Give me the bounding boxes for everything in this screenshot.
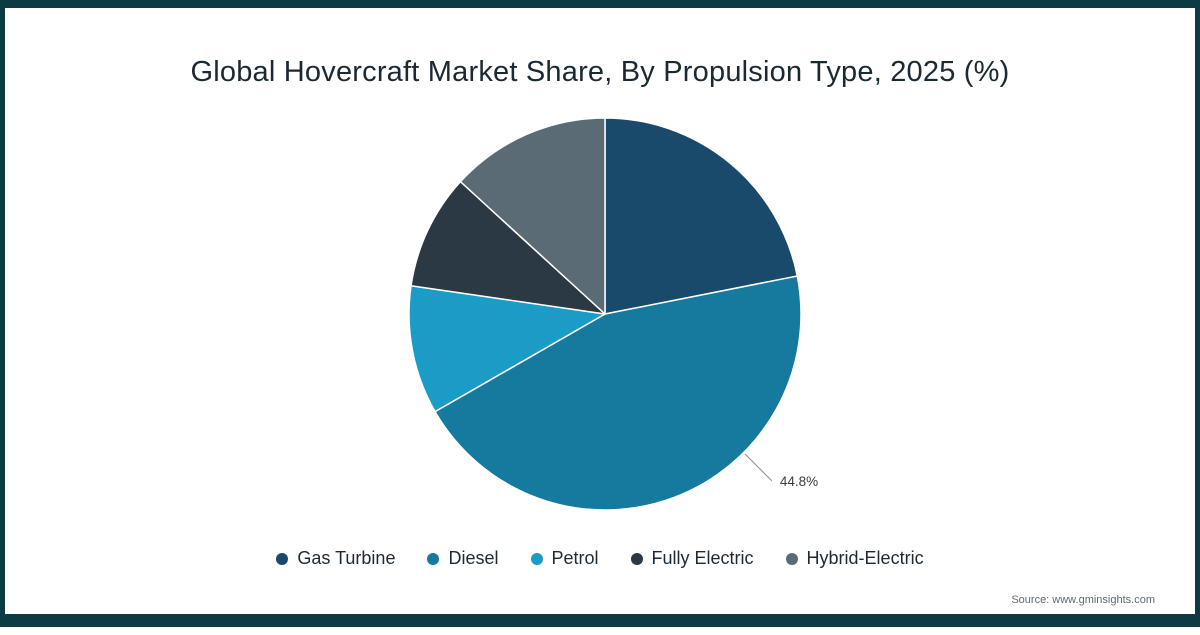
- pie-slice-diesel: [434, 275, 802, 511]
- pie-chart: 44.8%: [408, 117, 818, 511]
- legend-label-gas-turbine: Gas Turbine: [297, 548, 396, 568]
- legend-dot-gas-turbine: [276, 552, 289, 565]
- legend-dot-fully-electric: [630, 552, 643, 565]
- legend-item-fully-electric: Fully Electric: [630, 548, 754, 569]
- legend-item-gas-turbine: Gas Turbine: [276, 548, 395, 569]
- pie-data-label: 44.8%: [780, 474, 818, 489]
- legend-label-fully-electric: Fully Electric: [651, 548, 754, 568]
- pie-slice-fully-electric: [410, 180, 606, 315]
- pie-slice-petrol: [408, 285, 606, 413]
- pie-slice-hybrid-electric: [459, 117, 606, 315]
- legend: Gas Turbine Diesel Petrol Fully Electric Hyb…: [5, 548, 1195, 569]
- legend-item-hybrid-electric: Hybrid-Electric: [785, 548, 924, 569]
- legend-label-diesel: Diesel: [448, 548, 499, 568]
- source-note: Source: www.gminsights.com: [1011, 594, 1155, 606]
- chart-title: Global Hovercraft Market Share, By Propu…: [190, 56, 1010, 88]
- legend-item-diesel: Diesel: [427, 548, 499, 569]
- legend-dot-diesel: [427, 552, 440, 565]
- legend-item-petrol: Petrol: [530, 548, 599, 569]
- legend-dot-hybrid-electric: [785, 552, 798, 565]
- legend-label-hybrid-electric: Hybrid-Electric: [806, 548, 924, 568]
- legend-dot-petrol: [530, 552, 543, 565]
- legend-label-petrol: Petrol: [551, 548, 599, 568]
- data-label-leader-line: [744, 453, 773, 482]
- pie-slice-gas-turbine: [604, 117, 799, 315]
